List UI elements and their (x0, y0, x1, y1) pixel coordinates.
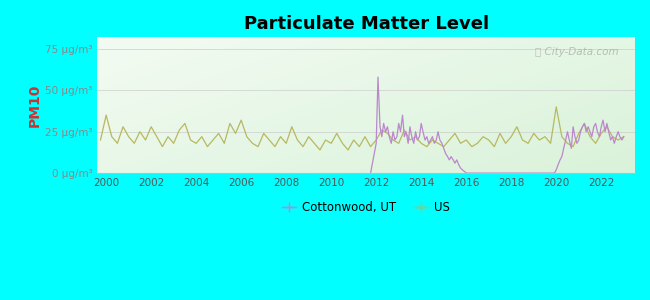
Y-axis label: PM10: PM10 (28, 83, 42, 127)
Title: Particulate Matter Level: Particulate Matter Level (244, 15, 489, 33)
Legend: Cottonwood, UT, US: Cottonwood, UT, US (278, 196, 455, 219)
Text: Ⓢ City-Data.com: Ⓢ City-Data.com (535, 47, 619, 57)
